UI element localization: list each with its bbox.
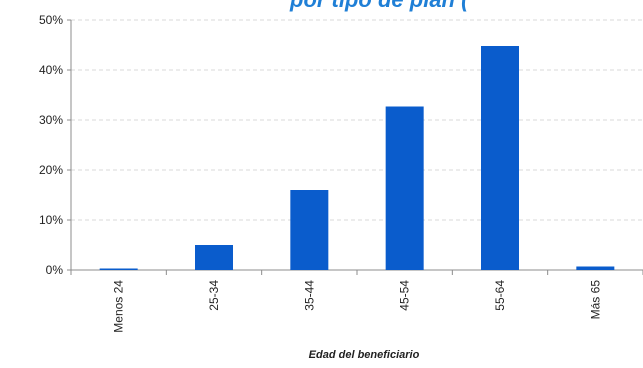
y-tick-label: 0% — [46, 263, 64, 277]
x-tick-labels: Menos 24 25-34 35-44 45-54 55-64 Más 65 — [112, 280, 603, 333]
y-tick-label: 10% — [39, 213, 63, 227]
x-tick-label: 55-64 — [493, 280, 507, 311]
bar-4 — [481, 46, 519, 270]
x-tick-label: 25-34 — [207, 280, 221, 311]
y-tick-label: 40% — [39, 63, 63, 77]
y-tick-label: 50% — [39, 13, 63, 27]
bar-3 — [385, 106, 424, 270]
y-tick-labels: 0% 10% 20% 30% 40% 50% — [39, 13, 63, 277]
bars — [99, 46, 615, 270]
axes — [67, 19, 643, 275]
bar-1 — [195, 245, 233, 270]
x-tick-label: 45-54 — [398, 280, 412, 311]
chart-title-fragment: por tipo de plan ( — [289, 0, 471, 12]
bar-0 — [99, 268, 138, 270]
y-tick-label: 30% — [39, 113, 63, 127]
x-tick-label: Más 65 — [588, 280, 602, 320]
x-tick-label: 35-44 — [302, 280, 316, 311]
x-tick-label: Menos 24 — [112, 280, 126, 333]
y-tick-label: 20% — [39, 163, 63, 177]
gridlines — [71, 19, 643, 221]
bar-2 — [290, 190, 329, 270]
x-axis-label: Edad del beneficiario — [309, 349, 420, 361]
bar-5 — [576, 266, 615, 270]
